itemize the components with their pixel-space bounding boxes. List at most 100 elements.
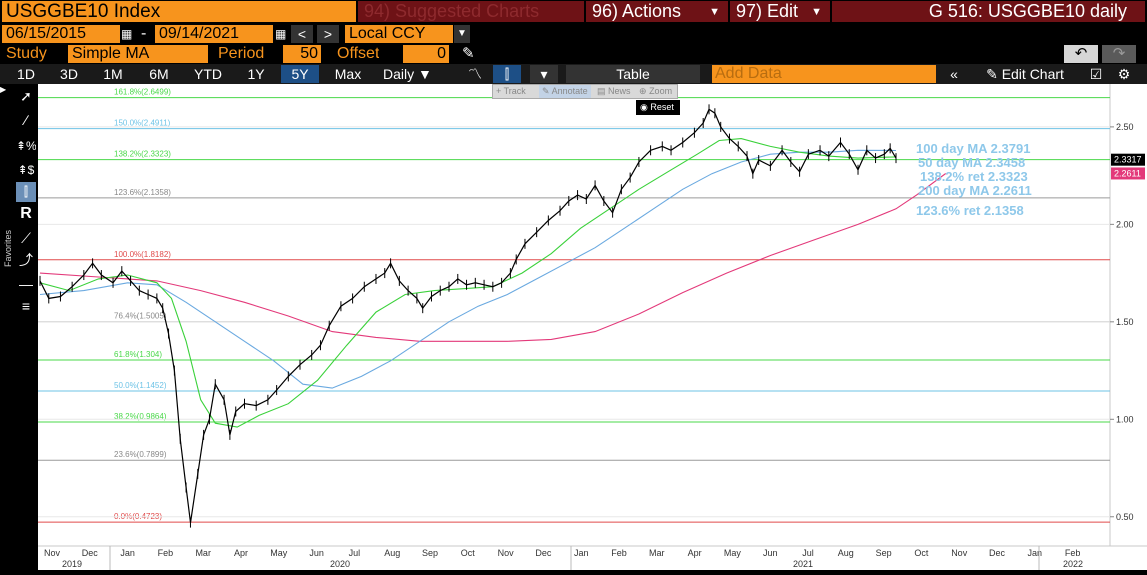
- news-tool[interactable]: ▤ News: [597, 85, 631, 98]
- legend-ma100: 100 day MA 2.3791: [916, 141, 1031, 156]
- fib-icon: ≡: [21, 298, 31, 314]
- line-tool[interactable]: ⟋: [16, 228, 36, 248]
- pen-icon: ∕: [24, 112, 28, 128]
- reset-button[interactable]: ◉ Reset: [636, 100, 680, 115]
- x-year-label: 2019: [62, 559, 82, 569]
- chart-type-dropdown[interactable]: ▾: [530, 65, 558, 83]
- security-title: G 516: USGGBE10 daily: [832, 1, 1145, 22]
- legend-ma200: 200 day MA 2.2611: [918, 183, 1032, 198]
- edit-chart-button[interactable]: ✎ Edit Chart: [970, 65, 1080, 83]
- x-month-label: Aug: [384, 548, 400, 558]
- line-chart-button[interactable]: 〽: [462, 65, 488, 83]
- dollar-icon: ⇞$: [17, 163, 35, 177]
- period-button-max[interactable]: Max: [334, 66, 362, 82]
- x-axis-labels: Nov Dec Jan Feb Mar Apr May Jun Jul Aug Sep Oct Nov D…: [44, 546, 1083, 570]
- y-tick-label: 1.00: [1116, 414, 1134, 424]
- fib-level-label: 61.8%(1.304): [114, 350, 162, 359]
- chevron-down-icon: ▼: [709, 6, 720, 18]
- next-period-button[interactable]: >: [317, 25, 339, 43]
- hline-tool[interactable]: —: [16, 274, 36, 294]
- chevron-down-icon: ▼: [457, 28, 467, 39]
- period-button-1y[interactable]: 1Y: [247, 66, 265, 82]
- track-tool[interactable]: + Track: [496, 85, 526, 98]
- x-month-label: Nov: [498, 548, 515, 558]
- pencil-icon[interactable]: ✎: [462, 45, 475, 62]
- period-label: Period: [218, 45, 265, 62]
- collapse-button[interactable]: «: [942, 65, 966, 83]
- zoom-tool[interactable]: ⊕ Zoom: [639, 85, 672, 98]
- fib-level-label: 38.2%(0.9864): [114, 412, 167, 421]
- x-month-label: May: [270, 548, 288, 558]
- period-button-ytd[interactable]: YTD: [194, 66, 222, 82]
- period-button-3d[interactable]: 3D: [60, 66, 78, 82]
- x-month-label: Aug: [838, 548, 854, 558]
- end-date-field[interactable]: 09/14/2021: [155, 25, 273, 43]
- zoom-label: Zoom: [649, 86, 673, 96]
- y-tick-label: 1.50: [1116, 317, 1134, 327]
- redo-button[interactable]: ↷: [1102, 45, 1136, 63]
- trend-tool[interactable]: ⤴: [16, 250, 36, 270]
- crosshair-icon: +: [496, 86, 502, 96]
- chart-svg[interactable]: 161.8%(2.6499) 150.0%(2.4911) 138.2%(2.332…: [0, 84, 1147, 570]
- period-input[interactable]: 50: [283, 45, 321, 63]
- expand-arrow-icon[interactable]: ▶: [0, 86, 7, 94]
- percent-icon: ⇞%: [16, 139, 36, 153]
- calendar-icon[interactable]: ▦: [275, 27, 287, 41]
- fib-level-label: 50.0%(1.1452): [114, 381, 167, 390]
- fib-level-label: 23.6%(0.7899): [114, 450, 167, 459]
- actions-label: 96) Actions: [592, 1, 682, 21]
- ohlc-bar-icon: ⫿: [504, 66, 510, 82]
- currency-dropdown-button[interactable]: ▼: [454, 25, 470, 43]
- undo-icon: ↶: [1074, 45, 1088, 62]
- dollar-tool[interactable]: ⇞$: [16, 160, 36, 180]
- price-tag-label: 2.2611: [1114, 168, 1141, 178]
- x-month-label: Apr: [234, 548, 248, 558]
- x-month-label: Feb: [611, 548, 627, 558]
- fib-tool[interactable]: ≡: [16, 296, 36, 316]
- news-label: News: [608, 86, 631, 96]
- bar-tool[interactable]: ⫿: [16, 182, 36, 202]
- cursor-tool[interactable]: ➚: [16, 86, 36, 106]
- currency-select[interactable]: Local CCY: [345, 25, 453, 43]
- bar-icon: ⫿: [23, 184, 29, 199]
- checkbox-edit-button[interactable]: ☑: [1084, 65, 1108, 83]
- period-button-1d[interactable]: 1D: [17, 66, 35, 82]
- settings-button[interactable]: ⚙: [1112, 65, 1136, 83]
- x-month-label: Sep: [876, 548, 892, 558]
- cursor-icon: ➚: [20, 88, 32, 104]
- price-tag-box: [1111, 167, 1145, 180]
- track-label: Track: [503, 86, 526, 96]
- undo-button[interactable]: ↶: [1064, 45, 1098, 63]
- edit-menu[interactable]: 97) Edit ▼: [730, 1, 830, 22]
- x-month-label: Feb: [1065, 548, 1081, 558]
- redo-icon: ↷: [1112, 45, 1126, 62]
- suggested-charts-button[interactable]: 94) Suggested Charts: [358, 1, 584, 22]
- prev-period-button[interactable]: <: [291, 25, 313, 43]
- chart-area[interactable]: 161.8%(2.6499) 150.0%(2.4911) 138.2%(2.332…: [0, 84, 1147, 575]
- frequency-select[interactable]: Daily ▼: [377, 65, 453, 83]
- bar-chart-button[interactable]: ⫿: [493, 65, 521, 83]
- percent-tool[interactable]: ⇞%: [16, 136, 36, 156]
- period-button-6m[interactable]: 6M: [149, 66, 169, 82]
- actions-menu[interactable]: 96) Actions ▼: [586, 1, 728, 22]
- calendar-icon[interactable]: ▦: [121, 27, 133, 41]
- chart-tool-strip: + Track ✎ Annotate ▤ News ⊕ Zoom: [492, 84, 678, 99]
- hline-icon: —: [19, 276, 33, 292]
- period-button-1m[interactable]: 1M: [103, 66, 123, 82]
- fib-level-label: 161.8%(2.6499): [114, 88, 171, 97]
- annotate-tool[interactable]: ✎ Annotate: [539, 85, 591, 98]
- double-chevron-left-icon: «: [950, 66, 958, 82]
- add-data-input[interactable]: Add Data: [712, 65, 936, 83]
- ticker-field[interactable]: USGGBE10 Index: [2, 1, 356, 22]
- x-month-label: Sep: [422, 548, 438, 558]
- table-button[interactable]: Table: [566, 65, 700, 83]
- study-select[interactable]: Simple MA: [68, 45, 208, 63]
- price-tag-box: [1111, 153, 1145, 166]
- period-button-5y[interactable]: 5Y: [281, 65, 319, 83]
- start-date-field[interactable]: 06/15/2015: [2, 25, 120, 43]
- pen-tool[interactable]: ∕: [16, 110, 36, 130]
- zoom-icon: ⊕: [639, 86, 647, 96]
- offset-input[interactable]: 0: [403, 45, 449, 63]
- x-month-label: Jun: [309, 548, 324, 558]
- r-tool[interactable]: R: [16, 204, 36, 224]
